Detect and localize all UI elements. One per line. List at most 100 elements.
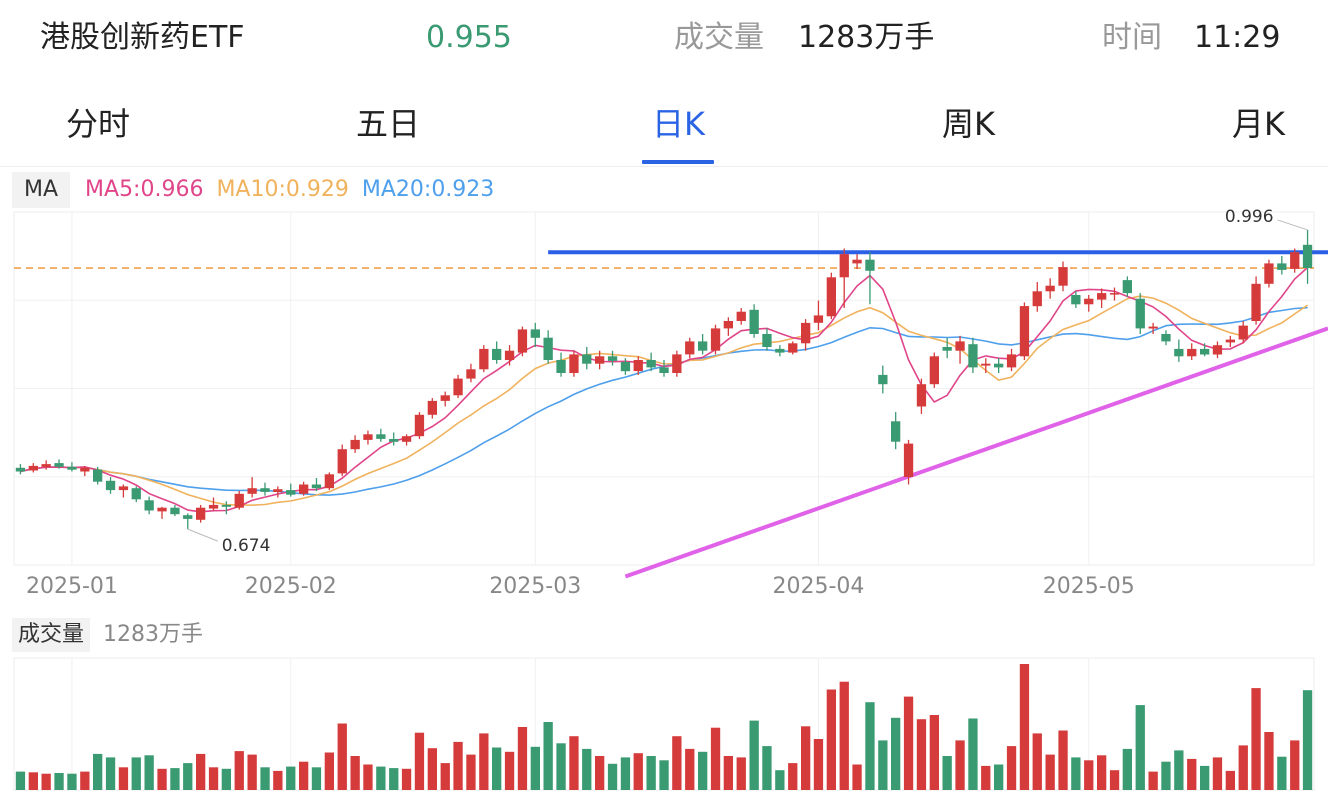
candle-body [1148,326,1158,329]
volume-bar [994,764,1004,790]
candle-body [1109,293,1120,295]
volume-bar [813,739,824,790]
candle-body [1251,283,1261,321]
candle-body [105,480,116,491]
volume-bar [1225,770,1235,790]
candle-body [517,329,528,353]
tab-weekly-k[interactable]: 周K [942,105,995,143]
volume-bar [955,740,965,790]
volume-bar [1084,760,1094,790]
volume-bar [208,767,219,790]
candle-body [749,309,759,334]
candle-body [311,484,322,489]
volume-bar [1264,732,1274,790]
candle-body [878,374,888,385]
volume-bar [736,757,746,790]
ma-indicator-tag[interactable]: MA [12,172,71,208]
volume-bar [350,756,360,790]
candle-body [672,354,682,373]
candle-body [1174,348,1184,357]
tab-daily-k[interactable]: 日K [652,105,705,143]
candle-body [1225,339,1235,343]
tab-monthly-k[interactable]: 月K [1232,105,1285,143]
candle-body [1084,298,1094,305]
ma-legend: MA MA5:0.966 MA10:0.929 MA20:0.923 [12,172,494,208]
candle-body [170,507,180,515]
volume-bar [196,753,206,790]
volume-bar [414,732,425,790]
volume-bar [530,746,540,790]
candle-body [698,341,708,351]
ma20-line [20,306,1308,496]
volume-bar [234,751,244,790]
ma10-line [20,295,1309,507]
volume-bar [1032,733,1042,790]
volume-bars [15,664,1313,790]
volume-bar [710,727,721,790]
volume-bar [865,702,875,790]
candle-body [801,322,811,344]
volume-bar [286,766,296,790]
volume-bar [28,772,38,790]
candle-body [543,337,553,360]
candle-body [1238,325,1248,340]
candle-body [1058,267,1068,286]
time-value: 11:29 [1194,20,1281,55]
volume-bar [788,763,798,790]
trend-lines [14,250,1328,579]
candle-body [1071,295,1081,305]
candle-body [929,356,939,385]
tab-five-day[interactable]: 五日 [356,105,421,143]
ma5-value: MA5:0.966 [85,177,204,202]
candle-body [839,254,849,278]
volume-bar [1251,688,1261,790]
candle-body [852,259,862,264]
candle-body [1302,244,1313,268]
candle-body [208,504,219,509]
volume-bar [749,720,759,790]
volume-bar [1174,750,1184,790]
candle-body [299,484,309,494]
candle-body [723,321,733,329]
candle-body [1212,345,1223,355]
volume-bar [891,717,901,790]
volume-bar [105,757,116,790]
volume-bar [15,771,26,790]
tab-intraday[interactable]: 分时 [66,105,131,143]
volume-bar [93,753,103,790]
volume-bar [646,756,656,790]
fund-name: 港股创新药ETF [40,20,245,55]
volume-bar [1200,765,1210,790]
candle-body [93,469,103,482]
quote-header: 港股创新药ETF 0.955 成交量 1283万手 时间 11:29 [0,0,1328,80]
volume-bar [723,756,733,790]
volume-bar [1097,755,1107,790]
candle-body [28,465,38,471]
candle-body [788,343,798,353]
volume-bar [1212,757,1223,790]
candle-body [131,488,141,500]
candle-body [646,360,656,368]
low-price-label: 0.674 [222,536,271,556]
candle-body [1097,293,1107,300]
candle-body [813,315,824,323]
volume-bar [41,773,51,790]
candle-body [157,507,167,512]
candle-body [196,507,206,520]
volume-bar [170,768,180,790]
ma5-line [20,266,1309,513]
volume-bar [569,736,579,790]
low-leader-line [187,528,218,542]
volume-bar [878,740,888,790]
volume-indicator-tag[interactable]: 成交量 [12,618,91,652]
candle-body [54,463,64,467]
volume-bar [1109,770,1120,790]
candle-body [1264,263,1274,284]
candle-body [350,439,360,450]
volume-bar [659,760,669,790]
candle-body [1006,354,1017,368]
volume-bar [672,736,682,790]
volume-bar [852,764,862,790]
volume-bar [144,755,154,790]
